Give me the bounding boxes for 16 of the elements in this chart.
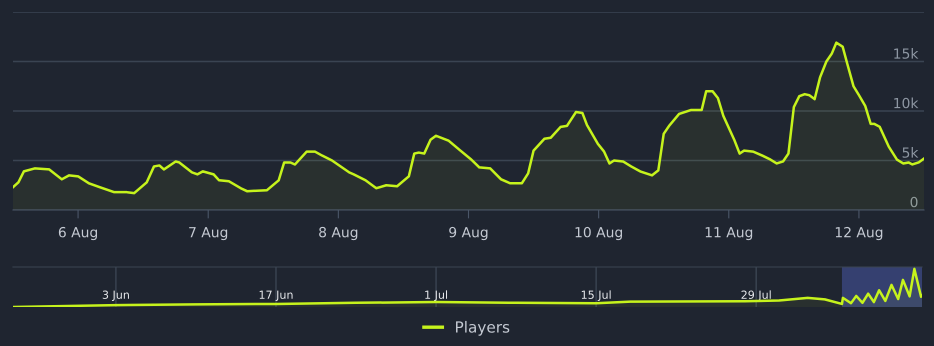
x-tick-label: 7 Aug bbox=[189, 227, 228, 240]
y-tick-label: 15k bbox=[894, 48, 918, 59]
y-tick-label: 0 bbox=[910, 196, 918, 208]
y-tick-label: 10k bbox=[894, 98, 918, 108]
x-tick-label: 3 Jun bbox=[102, 290, 129, 301]
x-tick-label: 11 Aug bbox=[706, 227, 752, 240]
y-tick-label: 5k bbox=[902, 147, 918, 158]
legend-label: Players bbox=[456, 320, 510, 336]
x-tick-label: 10 Aug bbox=[576, 226, 622, 240]
x-tick-label: 17 Jun bbox=[260, 290, 293, 301]
x-tick-label: 15 Jul bbox=[582, 290, 611, 301]
x-tick-label: 9 Aug bbox=[449, 226, 488, 240]
x-tick-label: 1 Jul bbox=[425, 290, 448, 301]
x-tick-label: 12 Aug bbox=[836, 226, 882, 240]
x-tick-label: 6 Aug bbox=[58, 226, 97, 240]
x-tick-label: 8 Aug bbox=[319, 226, 358, 240]
